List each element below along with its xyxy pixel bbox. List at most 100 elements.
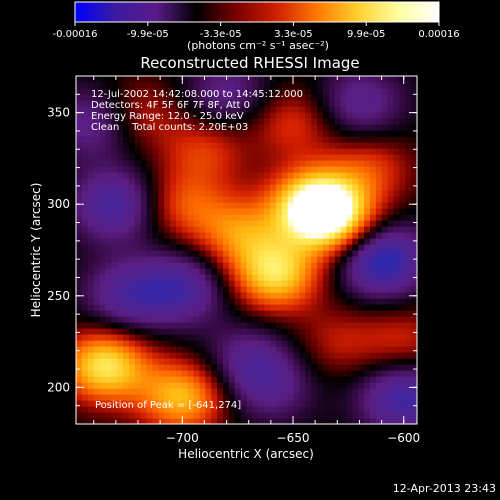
heatmap-cell bbox=[369, 196, 377, 203]
heatmap-cell bbox=[364, 142, 371, 149]
heatmap-cell bbox=[205, 298, 212, 305]
heatmap-cell bbox=[123, 82, 130, 89]
heatmap-cell bbox=[158, 112, 165, 119]
heatmap-cell bbox=[381, 352, 389, 359]
heatmap-cell bbox=[281, 334, 289, 341]
heatmap-cell bbox=[140, 388, 148, 395]
heatmap-cell bbox=[158, 178, 165, 185]
heatmap-cell bbox=[111, 280, 118, 287]
heatmap-cell bbox=[293, 142, 301, 149]
heatmap-cell bbox=[93, 262, 101, 269]
heatmap-cell bbox=[317, 226, 324, 233]
heatmap-cell bbox=[346, 316, 353, 323]
heatmap-cell bbox=[334, 214, 342, 221]
heatmap-cell bbox=[205, 226, 212, 233]
heatmap-cell bbox=[352, 352, 359, 359]
heatmap-cell bbox=[222, 82, 230, 89]
heatmap-cell bbox=[123, 286, 130, 293]
heatmap-cell bbox=[205, 82, 212, 89]
heatmap-cell bbox=[270, 370, 277, 377]
heatmap-cell bbox=[287, 196, 295, 203]
heatmap-cell bbox=[381, 232, 389, 239]
heatmap-cell bbox=[317, 388, 324, 395]
heatmap-cell bbox=[275, 340, 283, 347]
heatmap-cell bbox=[293, 310, 301, 317]
heatmap-cell bbox=[275, 166, 283, 173]
heatmap-cell bbox=[252, 328, 259, 335]
heatmap-cell bbox=[181, 400, 189, 407]
heatmap-cell bbox=[340, 88, 348, 95]
heatmap-cell bbox=[305, 400, 312, 407]
heatmap-cell bbox=[399, 190, 406, 197]
heatmap-cell bbox=[111, 364, 118, 371]
heatmap-cell bbox=[170, 400, 177, 407]
heatmap-cell bbox=[128, 244, 136, 251]
heatmap-cell bbox=[134, 244, 142, 251]
heatmap-cell bbox=[352, 406, 359, 413]
heatmap-cell bbox=[81, 406, 89, 413]
heatmap-cell bbox=[258, 358, 265, 365]
heatmap-cell bbox=[222, 244, 230, 251]
heatmap-cell bbox=[217, 112, 224, 119]
heatmap-cell bbox=[411, 352, 417, 359]
heatmap-cell bbox=[234, 160, 242, 167]
heatmap-cell bbox=[152, 328, 159, 335]
heatmap-cell bbox=[252, 268, 259, 275]
heatmap-cell bbox=[146, 136, 154, 143]
heatmap-cell bbox=[105, 82, 112, 89]
heatmap-cell bbox=[234, 418, 242, 424]
heatmap-cell bbox=[405, 292, 412, 299]
heatmap-cell bbox=[281, 352, 289, 359]
heatmap-cell bbox=[252, 166, 259, 173]
heatmap-cell bbox=[352, 292, 359, 299]
heatmap-cell bbox=[393, 232, 400, 239]
heatmap-cell bbox=[117, 124, 124, 131]
heatmap-cell bbox=[299, 394, 306, 401]
heatmap-cell bbox=[399, 106, 406, 113]
heatmap-cell bbox=[158, 352, 165, 359]
heatmap-cell bbox=[111, 190, 118, 197]
heatmap-cell bbox=[193, 82, 201, 89]
heatmap-cell bbox=[369, 328, 377, 335]
heatmap-cell bbox=[175, 214, 183, 221]
heatmap-cell bbox=[299, 172, 306, 179]
heatmap-cell bbox=[305, 88, 312, 95]
heatmap-cell bbox=[146, 412, 154, 419]
heatmap-cell bbox=[364, 412, 371, 419]
heatmap-cell bbox=[334, 88, 342, 95]
heatmap-cell bbox=[275, 82, 283, 89]
heatmap-cell bbox=[81, 412, 89, 419]
heatmap-cell bbox=[193, 76, 201, 83]
heatmap-cell bbox=[117, 166, 124, 173]
heatmap-cell bbox=[375, 166, 383, 173]
heatmap-cell bbox=[305, 244, 312, 251]
heatmap-cell bbox=[81, 184, 89, 191]
heatmap-cell bbox=[93, 316, 101, 323]
heatmap-cell bbox=[164, 262, 171, 269]
heatmap-cell bbox=[146, 232, 154, 239]
heatmap-cell bbox=[399, 88, 406, 95]
heatmap-cell bbox=[393, 82, 400, 89]
heatmap-cell bbox=[187, 262, 195, 269]
heatmap-cell bbox=[258, 136, 265, 143]
heatmap-cell bbox=[105, 244, 112, 251]
heatmap-cell bbox=[358, 250, 365, 257]
heatmap-cell bbox=[181, 196, 189, 203]
heatmap-cell bbox=[369, 184, 377, 191]
heatmap-cell bbox=[317, 418, 324, 424]
heatmap-cell bbox=[134, 322, 142, 329]
heatmap-cell bbox=[240, 184, 248, 191]
heatmap-cell bbox=[317, 208, 324, 215]
heatmap-cell bbox=[234, 82, 242, 89]
heatmap-cell bbox=[311, 310, 318, 317]
heatmap-cell bbox=[334, 232, 342, 239]
heatmap-cell bbox=[281, 166, 289, 173]
heatmap-cell bbox=[128, 166, 136, 173]
heatmap-cell bbox=[99, 388, 106, 395]
heatmap-cell bbox=[217, 418, 224, 424]
heatmap-cell bbox=[305, 364, 312, 371]
heatmap-cell bbox=[87, 136, 95, 143]
heatmap-cell bbox=[187, 190, 195, 197]
heatmap-cell bbox=[228, 136, 236, 143]
heatmap-cell bbox=[405, 112, 412, 119]
